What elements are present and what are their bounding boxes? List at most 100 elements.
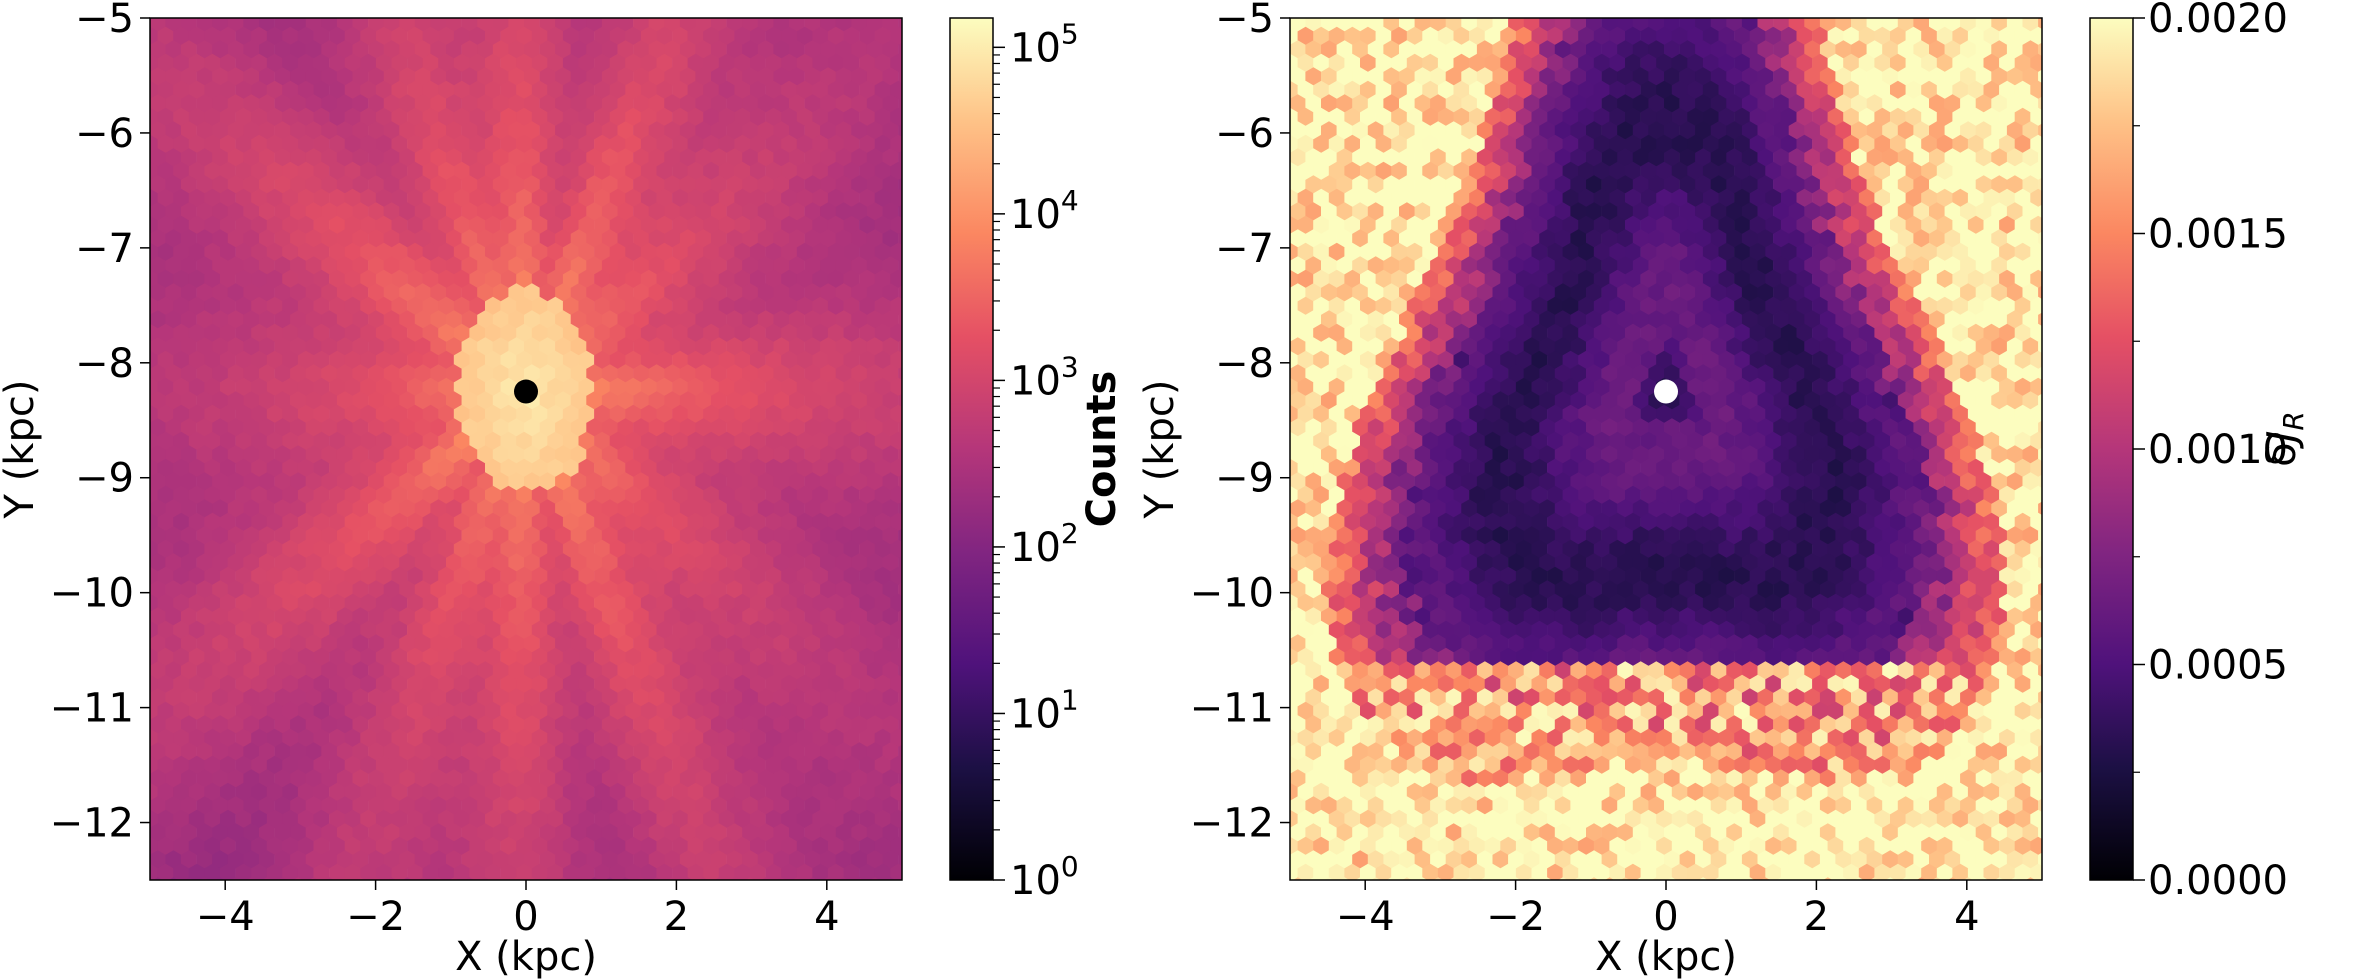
hex-bin — [1344, 350, 1361, 370]
hex-bin — [1632, 148, 1649, 167]
hex-bin — [212, 742, 229, 761]
hex-bin — [750, 188, 766, 208]
hex-bin — [204, 215, 221, 235]
hex-bin — [656, 647, 673, 667]
hex-bin — [1921, 323, 1938, 343]
hex-bin — [165, 337, 182, 356]
hex-bin — [227, 661, 244, 680]
hex-bin — [336, 202, 353, 221]
hex-bin — [321, 580, 338, 599]
hex-bin — [1710, 229, 1727, 248]
hex-bin — [820, 121, 836, 140]
hex-bin — [2006, 256, 2023, 275]
hex-bin — [212, 688, 229, 707]
hex-bin — [609, 701, 626, 721]
hex-bin — [1492, 229, 1509, 248]
hex-bin — [1336, 310, 1353, 329]
hex-bin — [1710, 391, 1727, 410]
hex-bin — [243, 850, 260, 869]
hex-bin — [1702, 377, 1719, 397]
hex-bin — [1843, 242, 1860, 262]
hex-bin — [601, 715, 618, 734]
hex-bin — [2038, 123, 2042, 138]
hex-bin — [524, 337, 540, 356]
hex-bin — [1858, 26, 1875, 46]
hex-bin — [757, 769, 774, 788]
hex-bin — [1851, 202, 1867, 221]
hex-bin — [835, 526, 852, 545]
hex-bin — [1687, 296, 1704, 316]
hex-bin — [843, 458, 860, 478]
hex-bin — [196, 823, 213, 842]
hex-bin — [827, 782, 844, 802]
hex-bin — [1437, 26, 1454, 46]
hex-bin — [1570, 175, 1587, 194]
hex-bin — [1664, 94, 1680, 113]
hex-bin — [477, 715, 494, 734]
hex-bin — [368, 526, 384, 545]
hex-bin — [1328, 296, 1345, 316]
hex-bin — [469, 161, 486, 181]
hex-bin — [516, 836, 533, 856]
hex-bin — [796, 26, 813, 46]
hex-bin — [150, 823, 166, 842]
hex-bin — [492, 256, 509, 275]
hex-bin — [531, 458, 548, 478]
hex-bin — [352, 823, 369, 842]
hex-bin — [1422, 188, 1439, 208]
hex-bin — [1812, 161, 1828, 181]
hex-bin — [1788, 283, 1805, 302]
hex-bin — [181, 256, 197, 275]
hex-bin — [851, 472, 868, 491]
hex-bin — [633, 634, 649, 653]
hex-bin — [750, 350, 766, 370]
hex-bin — [157, 404, 174, 424]
hex-bin — [804, 310, 821, 329]
hex-bin — [679, 634, 696, 653]
hex-bin — [640, 593, 657, 613]
hex-bin — [789, 256, 805, 275]
hex-bin — [1710, 148, 1727, 167]
hex-bin — [866, 67, 883, 86]
hex-bin — [1539, 67, 1556, 86]
hex-bin — [524, 418, 540, 437]
hex-bin — [1866, 283, 1883, 302]
hex-bin — [1679, 283, 1696, 302]
hex-bin — [360, 647, 377, 667]
hex-bin — [282, 377, 299, 397]
hex-bin — [1515, 404, 1532, 424]
hex-bin — [1430, 148, 1446, 167]
hex-bin — [1375, 404, 1392, 424]
hex-bin — [399, 94, 416, 113]
hex-bin — [1508, 121, 1524, 140]
hex-bin — [796, 80, 813, 100]
hex-bin — [594, 350, 610, 370]
hex-bin — [827, 593, 844, 613]
hex-bin — [227, 310, 244, 329]
hex-bin — [127, 540, 143, 558]
hex-bin — [251, 242, 268, 262]
hex-bin — [1290, 341, 1291, 352]
hex-bin — [843, 242, 860, 262]
hex-bin — [1890, 242, 1906, 262]
hex-bin — [1430, 256, 1446, 275]
hex-bin — [274, 364, 291, 383]
hex-bin — [204, 134, 221, 154]
hex-bin — [430, 445, 447, 464]
hex-bin — [586, 418, 603, 437]
hex-bin — [297, 728, 314, 748]
hex-bin — [336, 526, 353, 545]
hex-bin — [2006, 94, 2023, 113]
hex-bin — [266, 809, 283, 829]
hex-bin — [1804, 202, 1821, 221]
hex-bin — [344, 242, 361, 262]
hex-bin — [1586, 337, 1602, 356]
hex-bin — [1539, 121, 1556, 140]
hex-bin — [1975, 67, 1992, 86]
hex-bin — [375, 26, 392, 46]
hex-bin — [1290, 53, 1298, 73]
hex-bin — [1975, 364, 1992, 383]
hex-bin — [718, 26, 735, 46]
hex-bin — [259, 175, 275, 194]
hex-bin — [578, 323, 595, 343]
